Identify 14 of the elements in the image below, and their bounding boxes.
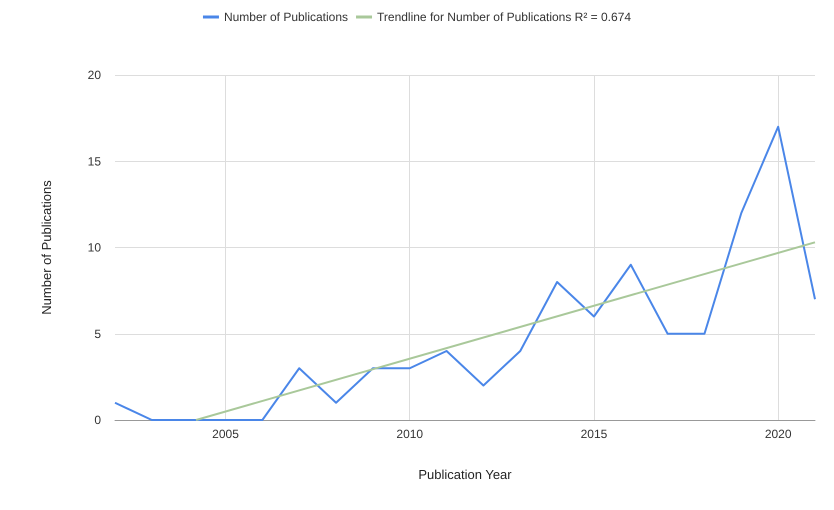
legend-label: Number of Publications [224, 10, 348, 24]
x-tick-label: 2010 [396, 427, 424, 441]
x-tick-label: 2015 [580, 427, 608, 441]
y-tick-label: 5 [94, 326, 102, 341]
legend-label: Trendline for Number of Publications R² = 0.674 [377, 10, 632, 24]
y-tick-label: 0 [94, 413, 102, 427]
x-axis-title: Publication Year [418, 467, 512, 482]
x-tick-label: 2005 [212, 427, 240, 441]
line-series [114, 126, 816, 421]
y-tick-label: 20 [88, 68, 102, 82]
y-tick-label: 10 [88, 240, 102, 254]
x-tick-label: 2020 [764, 427, 792, 441]
y-axis-title: Number of Publications [39, 180, 54, 315]
y-tick-label: 15 [88, 154, 102, 168]
